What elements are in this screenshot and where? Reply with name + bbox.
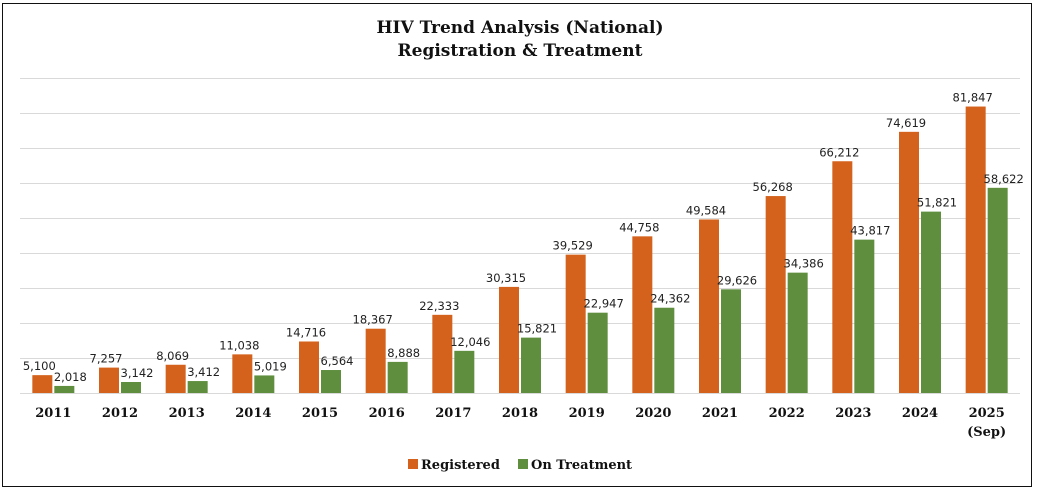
bar-registered-2016 <box>365 328 386 393</box>
bar-registered-2025 <box>965 106 986 394</box>
bar-registered-2023 <box>832 161 853 393</box>
data-label-on-treatment: 3,412 <box>187 365 220 379</box>
legend: Registered On Treatment <box>408 458 632 473</box>
bar-on-treatment-2020 <box>654 307 675 393</box>
data-label-registered: 49,584 <box>686 203 726 217</box>
data-label-on-treatment: 8,888 <box>387 346 420 360</box>
chart-title: HIV Trend Analysis (National) <box>376 18 663 38</box>
data-label-on-treatment: 29,626 <box>717 273 757 287</box>
data-label-on-treatment: 43,817 <box>850 224 890 238</box>
data-label-on-treatment: 24,362 <box>650 292 690 306</box>
bar-on-treatment-2018 <box>521 337 541 393</box>
data-label-registered: 44,758 <box>619 220 659 234</box>
bar-on-treatment-2023 <box>854 239 875 393</box>
bar-on-treatment-2015 <box>321 370 341 393</box>
legend-label-registered: Registered <box>421 458 500 473</box>
gridlines <box>20 78 1020 394</box>
data-label-on-treatment: 12,046 <box>450 335 490 349</box>
bar-on-treatment-2024 <box>921 211 941 393</box>
data-label-registered: 14,716 <box>286 325 326 339</box>
data-label-registered: 74,619 <box>886 116 926 130</box>
x-tick-label: 2022 <box>769 406 805 421</box>
x-tick-sublabel: (Sep) <box>967 425 1006 440</box>
data-label-on-treatment: 3,142 <box>121 366 154 380</box>
x-tick-label: 2013 <box>169 406 205 421</box>
x-tick-label: 2019 <box>569 406 605 421</box>
bar-on-treatment-2012 <box>121 382 141 393</box>
bars <box>32 106 1008 394</box>
bar-registered-2012 <box>99 367 119 393</box>
x-tick-label: 2014 <box>235 406 271 421</box>
data-label-registered: 30,315 <box>486 271 526 285</box>
bar-registered-2021 <box>699 219 719 393</box>
legend-swatch-on-treatment <box>518 459 528 469</box>
bar-on-treatment-2017 <box>454 350 475 393</box>
data-label-registered: 11,038 <box>219 338 259 352</box>
bar-registered-2020 <box>632 236 653 393</box>
bar-on-treatment-2025 <box>987 187 1008 393</box>
x-tick-label: 2011 <box>35 406 71 421</box>
bar-registered-2019 <box>565 254 586 393</box>
bar-on-treatment-2011 <box>54 385 75 393</box>
bar-registered-2015 <box>299 341 319 393</box>
bar-registered-2013 <box>165 364 186 393</box>
bar-on-treatment-2022 <box>787 272 808 393</box>
bar-on-treatment-2019 <box>587 312 608 393</box>
x-tick-label: 2024 <box>902 406 938 421</box>
data-label-registered: 7,257 <box>90 352 123 366</box>
x-tick-label: 2012 <box>102 406 138 421</box>
data-label-on-treatment: 2,018 <box>54 370 87 384</box>
bar-on-treatment-2021 <box>721 289 741 393</box>
x-tick-label: 2015 <box>302 406 338 421</box>
bar-registered-2018 <box>499 286 519 393</box>
bar-on-treatment-2013 <box>187 381 208 393</box>
data-label-on-treatment: 22,947 <box>584 297 624 311</box>
x-tick-label: 2016 <box>369 406 405 421</box>
legend-label-on-treatment: On Treatment <box>531 458 632 473</box>
data-label-registered: 66,212 <box>819 145 859 159</box>
data-label-registered: 8,069 <box>156 349 189 363</box>
x-axis-labels: 2011 2012 2013 2014 2015 2016 2017 2018 2019 2020… <box>35 406 1006 440</box>
x-tick-label: 2018 <box>502 406 538 421</box>
bar-registered-2014 <box>232 354 253 393</box>
x-tick-label: 2025 <box>969 406 1005 421</box>
data-label-registered: 81,847 <box>953 91 993 105</box>
chart-subtitle: Registration & Treatment <box>398 41 643 61</box>
data-label-on-treatment: 58,622 <box>984 172 1024 186</box>
data-label-registered: 22,333 <box>419 299 459 313</box>
legend-swatch-registered <box>408 459 418 469</box>
data-label-on-treatment: 5,019 <box>254 359 287 373</box>
data-label-on-treatment: 6,564 <box>321 354 354 368</box>
bar-on-treatment-2014 <box>254 375 275 393</box>
data-label-registered: 39,529 <box>553 239 593 253</box>
data-label-on-treatment: 15,821 <box>517 322 557 336</box>
x-tick-label: 2017 <box>435 406 471 421</box>
bar-registered-2017 <box>432 314 453 393</box>
x-tick-label: 2020 <box>635 406 671 421</box>
data-label-registered: 18,367 <box>353 313 393 327</box>
data-label-on-treatment: 51,821 <box>917 196 957 210</box>
data-label-registered: 5,100 <box>23 359 56 373</box>
x-tick-label: 2023 <box>835 406 871 421</box>
data-label-registered: 56,268 <box>753 180 793 194</box>
bar-registered-2022 <box>765 196 786 393</box>
data-label-on-treatment: 34,386 <box>784 257 824 271</box>
x-tick-label: 2021 <box>702 406 738 421</box>
bar-registered-2011 <box>32 375 53 393</box>
bar-registered-2024 <box>899 131 919 393</box>
bar-on-treatment-2016 <box>387 361 408 393</box>
